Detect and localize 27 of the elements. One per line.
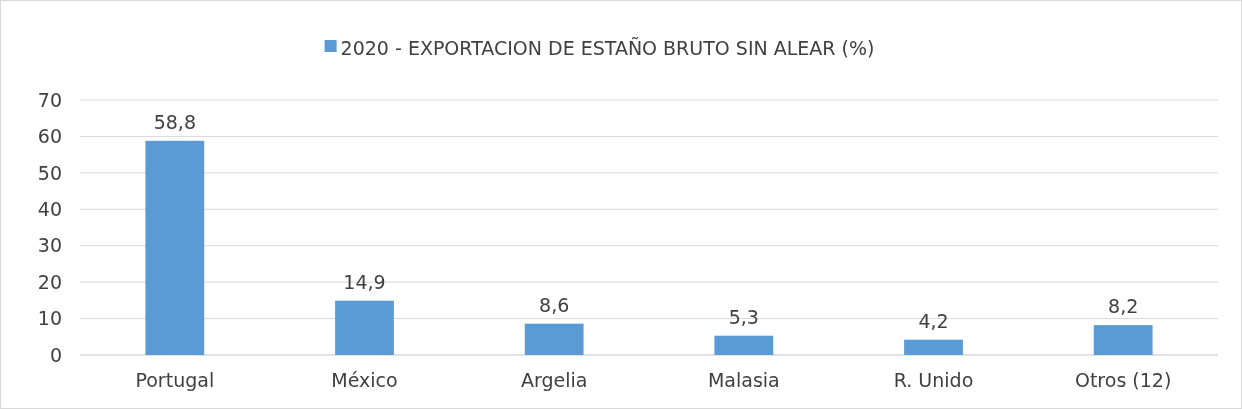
data-label: 5,3 <box>728 305 759 328</box>
x-tick-label: Argelia <box>520 369 588 391</box>
x-tick-label: R. Unido <box>893 369 974 391</box>
data-label: 58,8 <box>153 110 196 133</box>
x-tick-label: México <box>331 369 398 391</box>
y-tick-label: 70 <box>37 88 62 111</box>
x-tick-label: Malasia <box>707 369 780 391</box>
x-tick-label: Otros (12) <box>1074 369 1172 391</box>
bar <box>904 339 963 355</box>
y-tick-label: 60 <box>37 125 62 148</box>
data-label: 14,9 <box>343 270 386 293</box>
y-tick-label: 40 <box>37 197 62 220</box>
y-tick-label: 30 <box>37 234 62 257</box>
x-tick-label: Portugal <box>135 369 215 391</box>
y-tick-label: 10 <box>37 307 62 330</box>
y-tick-label: 50 <box>37 161 62 184</box>
bar <box>335 300 394 355</box>
data-label: 8,2 <box>1108 295 1139 318</box>
legend-label: 2020 - EXPORTACION DE ESTAÑO BRUTO SIN ALEAR (%) <box>340 36 875 59</box>
bar <box>714 335 774 355</box>
bar <box>524 323 584 355</box>
data-label: 8,6 <box>539 293 570 316</box>
bar <box>145 140 205 355</box>
y-tick-label: 0 <box>49 343 62 366</box>
data-label: 4,2 <box>918 309 949 332</box>
bar <box>1093 325 1153 355</box>
y-tick-label: 20 <box>37 270 62 293</box>
